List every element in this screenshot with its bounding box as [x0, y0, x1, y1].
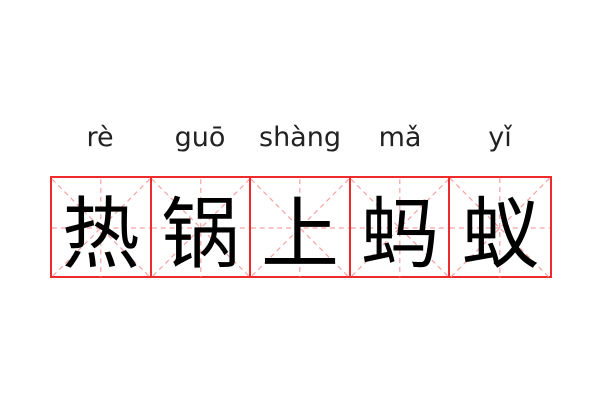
guide-line	[350, 178, 449, 278]
guide-lines	[151, 178, 250, 278]
guide-line	[52, 178, 150, 278]
character-2: 锅	[161, 190, 240, 280]
pinyin-1: rè	[86, 122, 114, 153]
character-3: 上	[261, 190, 340, 280]
guide-line	[350, 178, 449, 278]
guide-line	[251, 178, 349, 278]
guide-lines	[251, 178, 349, 278]
guide-line	[251, 178, 349, 278]
pinyin-2: guō	[174, 122, 226, 153]
pinyin-row: rè guō shàng mǎ yǐ	[50, 118, 550, 158]
guide-lines	[52, 178, 150, 278]
pinyin-5: yǐ	[488, 122, 512, 153]
guide-line	[151, 178, 250, 278]
pinyin-3: shàng	[259, 122, 341, 153]
character-grid: 热 锅 上 蚂 蚁	[50, 176, 552, 280]
character-1: 热	[61, 190, 140, 280]
guide-lines	[350, 178, 449, 278]
grid-cell: 热	[52, 178, 152, 280]
guide-lines	[450, 178, 551, 278]
guide-line	[450, 178, 551, 278]
guide-line	[52, 178, 150, 278]
grid-cell: 上	[251, 178, 351, 280]
grid-cell: 蚂	[350, 178, 451, 280]
character-5: 蚁	[461, 190, 540, 280]
guide-line	[450, 178, 551, 278]
guide-line	[151, 178, 250, 278]
character-4: 蚂	[360, 190, 439, 280]
grid-cell: 蚁	[450, 178, 551, 280]
pinyin-4: mǎ	[378, 122, 422, 153]
grid-cell: 锅	[151, 178, 252, 280]
